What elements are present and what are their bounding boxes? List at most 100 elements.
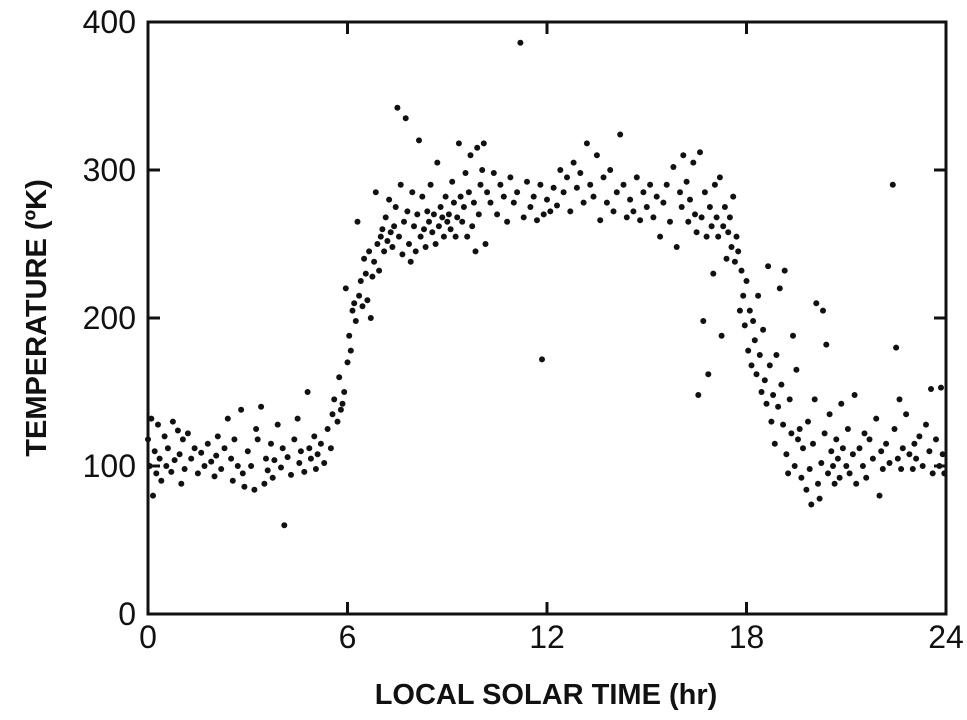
data-point bbox=[683, 178, 690, 185]
data-point bbox=[590, 193, 597, 200]
data-point bbox=[150, 492, 156, 499]
data-point bbox=[331, 396, 338, 403]
data-point bbox=[716, 174, 723, 181]
data-point bbox=[539, 356, 545, 363]
data-point bbox=[366, 248, 373, 255]
data-point bbox=[490, 170, 497, 176]
data-point bbox=[785, 470, 792, 477]
data-point bbox=[643, 204, 650, 210]
data-point bbox=[811, 396, 818, 403]
data-point bbox=[337, 406, 344, 413]
data-point bbox=[756, 352, 763, 358]
data-point bbox=[407, 258, 414, 265]
data-point bbox=[939, 451, 946, 458]
data-point bbox=[239, 470, 246, 477]
data-point bbox=[692, 211, 698, 218]
data-point bbox=[805, 418, 811, 425]
data-point bbox=[697, 149, 703, 156]
data-point bbox=[836, 474, 843, 481]
data-point bbox=[357, 278, 364, 284]
data-point bbox=[673, 244, 680, 250]
data-point bbox=[600, 174, 607, 181]
data-point bbox=[851, 392, 858, 398]
data-point bbox=[856, 445, 863, 452]
data-point bbox=[738, 267, 745, 274]
data-point bbox=[306, 445, 313, 452]
data-point bbox=[146, 463, 153, 469]
data-point bbox=[891, 426, 898, 432]
data-point bbox=[228, 455, 235, 462]
data-point bbox=[803, 486, 810, 493]
data-point bbox=[667, 218, 673, 225]
data-point bbox=[208, 458, 215, 465]
data-point bbox=[524, 178, 530, 185]
data-point bbox=[580, 199, 587, 206]
data-point bbox=[480, 140, 487, 147]
data-point bbox=[439, 214, 446, 221]
data-point bbox=[469, 223, 476, 230]
data-point bbox=[597, 217, 604, 224]
data-point bbox=[221, 445, 228, 452]
data-point bbox=[896, 396, 903, 403]
data-point bbox=[155, 421, 161, 428]
data-point bbox=[718, 332, 725, 339]
data-point bbox=[374, 241, 381, 247]
data-point bbox=[758, 389, 765, 395]
data-point bbox=[828, 448, 835, 455]
data-point bbox=[863, 474, 870, 481]
data-point bbox=[859, 463, 866, 469]
data-point bbox=[806, 466, 813, 472]
y-tick-label: 400 bbox=[83, 4, 136, 40]
data-point bbox=[161, 433, 168, 440]
data-point bbox=[647, 181, 654, 188]
data-point bbox=[244, 448, 251, 455]
data-point bbox=[690, 159, 697, 166]
data-point bbox=[583, 140, 590, 147]
data-point bbox=[788, 430, 795, 437]
data-points bbox=[145, 39, 948, 529]
data-point bbox=[214, 433, 221, 440]
data-point bbox=[723, 255, 730, 262]
data-point bbox=[397, 181, 404, 188]
data-point bbox=[701, 189, 708, 196]
data-point bbox=[678, 204, 685, 210]
data-point bbox=[693, 229, 700, 236]
data-point bbox=[497, 181, 504, 188]
data-point bbox=[342, 285, 349, 292]
data-point bbox=[630, 208, 637, 215]
data-point bbox=[637, 217, 644, 224]
data-point bbox=[627, 196, 634, 203]
data-point bbox=[771, 440, 778, 447]
data-point bbox=[327, 445, 334, 452]
data-point bbox=[284, 454, 291, 461]
data-point bbox=[218, 466, 225, 472]
data-point bbox=[224, 415, 231, 422]
data-point bbox=[178, 480, 185, 487]
data-point bbox=[706, 204, 713, 210]
data-point bbox=[928, 386, 934, 392]
data-point bbox=[743, 278, 750, 284]
data-point bbox=[861, 430, 868, 437]
data-point bbox=[685, 218, 692, 225]
data-point bbox=[484, 189, 491, 196]
data-point bbox=[460, 204, 467, 210]
data-point bbox=[544, 196, 550, 203]
data-point bbox=[201, 463, 208, 469]
data-point bbox=[367, 315, 374, 321]
y-axis-title: TEMPERATURE (ºK) bbox=[21, 179, 53, 456]
data-point bbox=[356, 292, 363, 299]
data-point bbox=[808, 501, 815, 508]
data-point bbox=[354, 218, 361, 225]
data-point bbox=[728, 244, 735, 250]
data-point bbox=[620, 181, 627, 188]
data-point bbox=[570, 159, 577, 166]
data-point bbox=[301, 468, 308, 475]
data-point bbox=[790, 332, 796, 339]
data-point bbox=[607, 167, 614, 173]
data-point bbox=[449, 178, 456, 185]
data-point bbox=[291, 436, 298, 443]
data-point bbox=[171, 457, 178, 464]
data-point bbox=[879, 466, 886, 472]
data-point bbox=[938, 384, 944, 391]
